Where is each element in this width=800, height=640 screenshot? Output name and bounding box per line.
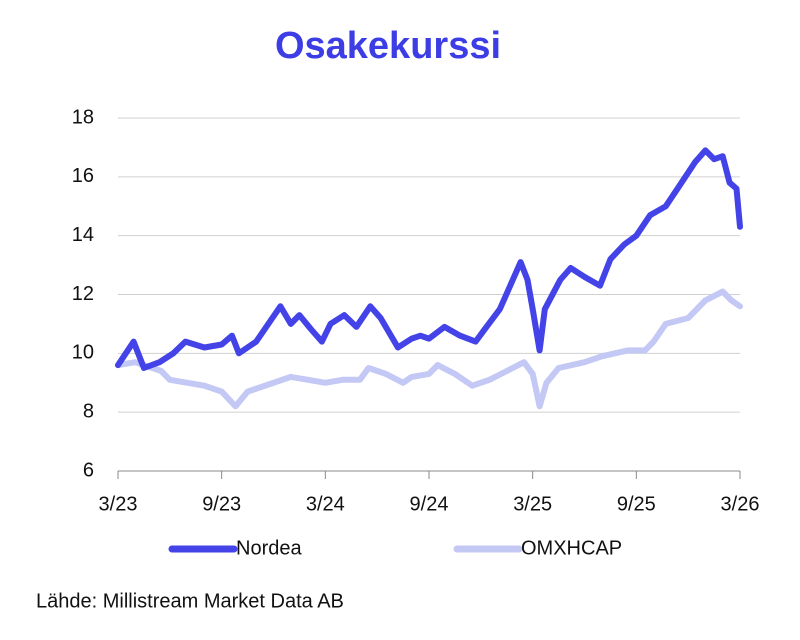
x-tick-label: 3/25 (513, 493, 552, 515)
x-tick-label: 9/25 (617, 493, 656, 515)
y-tick-label: 6 (83, 459, 94, 481)
chart-title: Osakekurssi (275, 25, 501, 67)
x-tick-label: 9/23 (202, 493, 241, 515)
source-note: Lähde: Millistream Market Data AB (36, 590, 344, 612)
y-tick-label: 8 (83, 400, 94, 422)
y-tick-label: 14 (72, 224, 94, 246)
legend-label: Nordea (236, 537, 302, 559)
x-tick-label: 3/24 (306, 493, 345, 515)
x-tick-label: 9/24 (410, 493, 449, 515)
series-line (115, 288, 743, 410)
y-tick-label: 18 (72, 106, 94, 128)
x-tick-label: 3/23 (99, 493, 138, 515)
series-line (115, 147, 743, 371)
y-tick-label: 12 (72, 283, 94, 305)
x-tick-label: 3/26 (721, 493, 760, 515)
legend-label: OMXHCAP (521, 537, 622, 559)
y-tick-label: 16 (72, 165, 94, 187)
y-tick-label: 10 (72, 342, 94, 364)
